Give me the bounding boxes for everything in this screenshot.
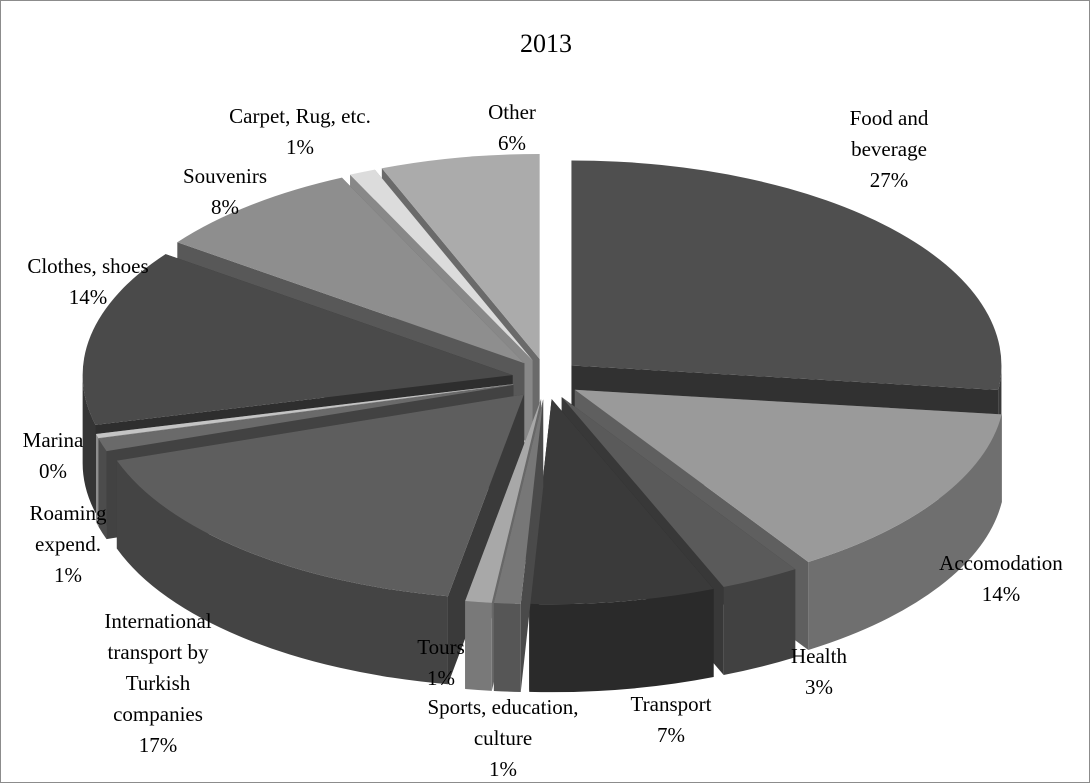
label-international-transport-by-turkish-companies-name-line: International <box>104 609 211 633</box>
label-food-and-beverage: Food and beverage 27% <box>850 106 929 192</box>
label-accomodation-value: 14% <box>982 582 1021 606</box>
label-souvenirs-name-line: Souvenirs <box>183 164 267 188</box>
label-other-value: 6% <box>498 131 526 155</box>
label-sports-education-culture: Sports, education, culture 1% <box>427 695 578 781</box>
label-other: Other 6% <box>488 100 536 155</box>
label-clothes-shoes-value: 14% <box>69 285 108 309</box>
pie-slices <box>82 153 1002 693</box>
label-carpet-rug-etc-name-line: Carpet, Rug, etc. <box>229 104 371 128</box>
label-roaming-expend-value: 1% <box>54 563 82 587</box>
label-marina: Marina 0% <box>23 428 84 483</box>
label-food-and-beverage-name-line: Food and <box>850 106 929 130</box>
slice-sports-education-culture <box>493 399 544 693</box>
label-tours-value: 1% <box>427 666 455 690</box>
label-tours: Tours 1% <box>417 635 465 690</box>
label-health-value: 3% <box>805 675 833 699</box>
label-souvenirs: Souvenirs 8% <box>183 164 267 219</box>
label-accomodation-name-line: Accomodation <box>939 551 1063 575</box>
label-carpet-rug-etc-value: 1% <box>286 135 314 159</box>
label-carpet-rug-etc: Carpet, Rug, etc. 1% <box>229 104 371 159</box>
label-sports-education-culture-name-line: Sports, education, <box>427 695 578 719</box>
label-health: Health 3% <box>791 644 847 699</box>
label-marina-name-line: Marina <box>23 428 84 452</box>
label-roaming-expend-name-line: Roaming <box>30 501 107 525</box>
pie-labels: Food and beverage 27% Accomodation 14% Health… <box>23 100 1064 781</box>
label-roaming-expend-name-line: expend. <box>35 532 101 556</box>
slice-transport <box>529 399 714 693</box>
label-transport-name-line: Transport <box>631 692 712 716</box>
label-transport-value: 7% <box>657 723 685 747</box>
label-other-name-line: Other <box>488 100 536 124</box>
label-sports-education-culture-name-line: culture <box>474 726 532 750</box>
label-souvenirs-value: 8% <box>211 195 239 219</box>
label-food-and-beverage-value: 27% <box>870 168 909 192</box>
label-international-transport-by-turkish-companies-name-line: transport by <box>108 640 209 664</box>
label-international-transport-by-turkish-companies-name-line: companies <box>113 702 203 726</box>
label-sports-education-culture-value: 1% <box>489 757 517 781</box>
label-roaming-expend: Roaming expend. 1% <box>30 501 107 587</box>
label-international-transport-by-turkish-companies: International transport by Turkish companie… <box>104 609 211 757</box>
label-marina-value: 0% <box>39 459 67 483</box>
label-clothes-shoes-name-line: Clothes, shoes <box>27 254 148 278</box>
chart-title: 2013 <box>520 29 572 58</box>
label-transport: Transport 7% <box>631 692 712 747</box>
label-clothes-shoes: Clothes, shoes 14% <box>27 254 148 309</box>
label-food-and-beverage-name-line: beverage <box>851 137 927 161</box>
label-accomodation: Accomodation 14% <box>939 551 1063 606</box>
label-health-name-line: Health <box>791 644 847 668</box>
label-tours-name-line: Tours <box>417 635 465 659</box>
label-international-transport-by-turkish-companies-name-line: Turkish <box>126 671 191 695</box>
label-international-transport-by-turkish-companies-value: 17% <box>139 733 178 757</box>
